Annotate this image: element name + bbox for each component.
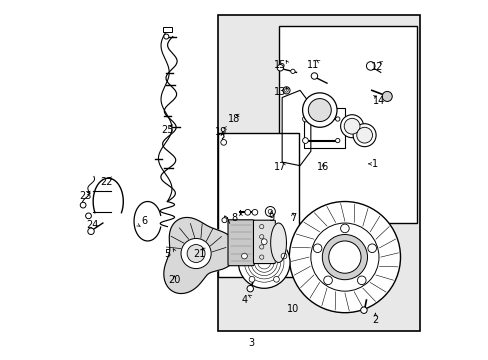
Polygon shape [270, 223, 286, 262]
Circle shape [335, 138, 339, 143]
Circle shape [289, 202, 400, 313]
Bar [217, 15, 419, 330]
Circle shape [335, 117, 339, 121]
Circle shape [308, 99, 330, 122]
Circle shape [221, 139, 226, 145]
FancyBboxPatch shape [253, 220, 275, 264]
Text: 15: 15 [274, 60, 286, 70]
Text: 12: 12 [370, 62, 383, 72]
Text: 22: 22 [100, 177, 112, 187]
Circle shape [163, 34, 168, 39]
Text: 17: 17 [274, 162, 286, 172]
Circle shape [302, 116, 308, 122]
Text: 9: 9 [268, 213, 274, 222]
Circle shape [88, 228, 94, 234]
Text: 1: 1 [371, 159, 378, 169]
Text: 6: 6 [141, 216, 147, 226]
Circle shape [310, 73, 317, 79]
Circle shape [244, 210, 250, 215]
Circle shape [313, 244, 321, 252]
Text: 10: 10 [286, 304, 299, 314]
Circle shape [80, 202, 86, 208]
Text: 2: 2 [371, 315, 378, 325]
Circle shape [340, 224, 348, 233]
Circle shape [357, 276, 366, 285]
Circle shape [246, 285, 253, 292]
Text: 24: 24 [86, 220, 98, 230]
Circle shape [344, 118, 359, 134]
Circle shape [277, 64, 283, 71]
Text: 25: 25 [161, 125, 173, 135]
Circle shape [85, 213, 91, 219]
Circle shape [238, 237, 289, 288]
Bar [278, 26, 416, 223]
Polygon shape [163, 217, 237, 293]
Circle shape [251, 210, 257, 215]
Circle shape [187, 244, 204, 262]
Text: 3: 3 [248, 338, 254, 348]
Circle shape [281, 253, 286, 259]
Circle shape [302, 138, 308, 143]
Text: 8: 8 [231, 213, 237, 222]
Circle shape [248, 276, 254, 282]
Text: 21: 21 [193, 248, 205, 258]
Bar [303, 108, 344, 148]
Text: 14: 14 [372, 96, 385, 106]
Text: 5: 5 [164, 248, 170, 258]
Circle shape [290, 69, 294, 73]
Text: 11: 11 [306, 60, 318, 70]
Circle shape [356, 127, 372, 143]
Circle shape [340, 115, 363, 138]
Circle shape [352, 124, 375, 147]
Circle shape [181, 238, 211, 269]
Text: 19: 19 [215, 127, 227, 136]
Circle shape [265, 207, 275, 217]
Text: 7: 7 [289, 213, 295, 222]
Circle shape [261, 239, 266, 244]
Circle shape [366, 62, 374, 70]
Circle shape [360, 307, 366, 314]
FancyBboxPatch shape [227, 220, 254, 266]
Circle shape [323, 276, 332, 285]
Bar [163, 27, 172, 32]
Circle shape [382, 91, 391, 102]
Text: 13: 13 [274, 87, 286, 97]
Text: 20: 20 [168, 275, 181, 285]
Text: 16: 16 [317, 162, 329, 172]
Circle shape [273, 276, 279, 282]
Circle shape [282, 87, 289, 94]
Text: 4: 4 [241, 295, 247, 305]
Text: 23: 23 [79, 191, 92, 201]
Circle shape [328, 241, 360, 273]
Circle shape [222, 218, 226, 223]
Circle shape [241, 253, 247, 259]
Circle shape [322, 234, 367, 280]
Circle shape [302, 93, 336, 127]
Bar [218, 134, 298, 277]
Circle shape [367, 244, 376, 252]
Text: 18: 18 [227, 114, 240, 124]
